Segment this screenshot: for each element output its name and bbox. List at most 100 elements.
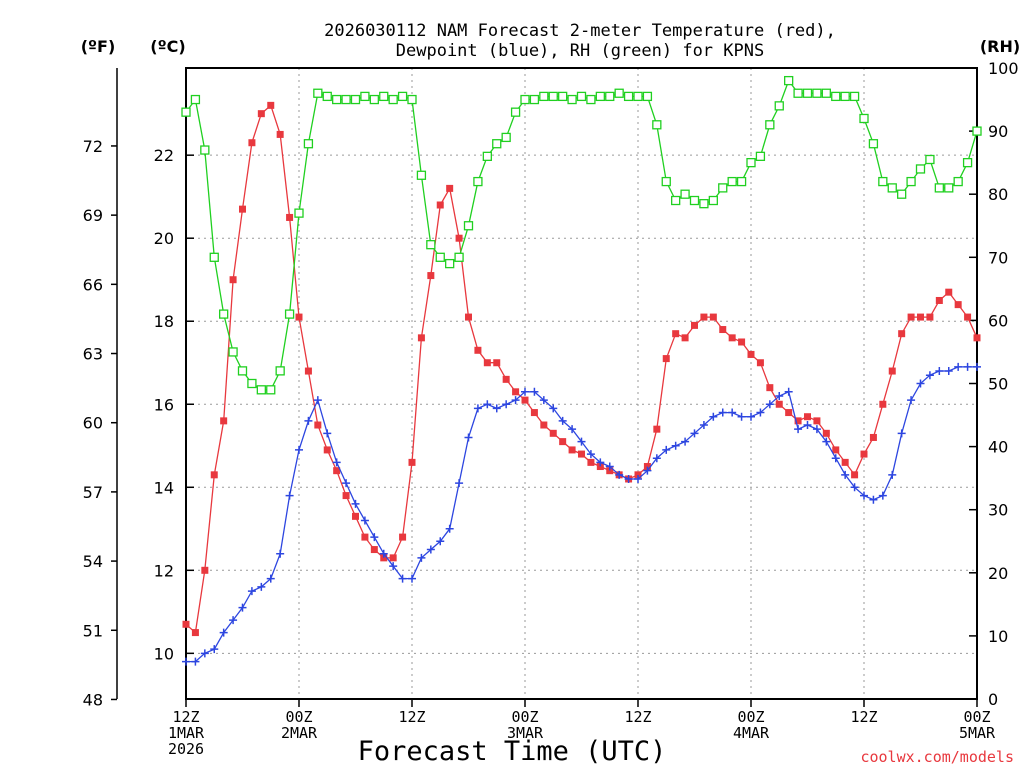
x-tick-label: 12Z bbox=[624, 708, 651, 726]
celsius-tick-label: 12 bbox=[154, 561, 174, 580]
dewpoint-point bbox=[360, 516, 369, 525]
rh-point bbox=[454, 252, 464, 262]
rh-point bbox=[718, 183, 728, 193]
temperature-point bbox=[333, 467, 341, 475]
rh-point bbox=[802, 88, 813, 98]
rh-point bbox=[849, 91, 860, 102]
rh-point bbox=[623, 91, 634, 102]
dewpoint-point bbox=[699, 421, 708, 430]
rh-point bbox=[708, 195, 718, 206]
temperature-point bbox=[643, 463, 651, 471]
x-tick-label: 4MAR bbox=[733, 724, 770, 742]
dewpoint-point bbox=[473, 404, 482, 413]
dewpoint-point bbox=[954, 362, 963, 371]
dewpoint-point bbox=[436, 537, 445, 546]
rh-point bbox=[266, 385, 276, 395]
dewpoint-point bbox=[586, 450, 595, 459]
rh-tick-label: 30 bbox=[988, 501, 1008, 520]
series-temperature bbox=[182, 101, 981, 637]
rh-unit-label: (RH) bbox=[980, 37, 1020, 56]
dewpoint-point bbox=[408, 574, 416, 583]
temperature-point bbox=[973, 334, 981, 342]
dewpoint-point bbox=[747, 412, 755, 421]
fahrenheit-tick-label: 51 bbox=[83, 621, 103, 640]
rh-point bbox=[548, 91, 558, 102]
rh-point bbox=[228, 347, 238, 357]
temperature-point bbox=[709, 313, 717, 321]
temperature-point bbox=[502, 375, 510, 383]
dewpoint-point bbox=[238, 603, 247, 612]
rh-point bbox=[887, 183, 897, 193]
temperature-point bbox=[766, 384, 774, 392]
dewpoint-point bbox=[728, 408, 737, 417]
fahrenheit-unit-label: (ºF) bbox=[81, 37, 116, 56]
temperature-point bbox=[926, 313, 934, 321]
dewpoint-point bbox=[681, 437, 690, 446]
x-tick-label: 1MAR bbox=[168, 724, 205, 742]
celsius-tick-label: 20 bbox=[154, 229, 174, 248]
temperature-point bbox=[568, 446, 576, 454]
dewpoint-point bbox=[907, 396, 916, 405]
dewpoint-point bbox=[634, 474, 642, 483]
temperature-point bbox=[465, 313, 472, 321]
temperature-point bbox=[841, 458, 849, 466]
dewpoint-point bbox=[295, 445, 303, 454]
fahrenheit-tick-label: 69 bbox=[83, 206, 103, 225]
temperature-point bbox=[512, 388, 520, 396]
dewpoint-point bbox=[257, 582, 266, 591]
temperature-point bbox=[399, 533, 407, 541]
temperature-point bbox=[888, 367, 896, 375]
rh-point bbox=[492, 139, 502, 149]
rh-tick-label: 40 bbox=[988, 438, 1008, 457]
fahrenheit-tick-label: 48 bbox=[83, 690, 103, 709]
grid-lines bbox=[186, 68, 977, 699]
temperature-point bbox=[869, 433, 877, 441]
temperature-point bbox=[436, 201, 444, 209]
dewpoint-point bbox=[313, 396, 322, 405]
temperature-point bbox=[907, 313, 915, 321]
temperature-point bbox=[521, 396, 529, 404]
dewpoint-point bbox=[332, 458, 341, 467]
rh-point bbox=[868, 139, 879, 149]
temperature-point bbox=[578, 450, 585, 458]
dewpoint-point bbox=[662, 445, 671, 454]
fahrenheit-tick-label: 63 bbox=[83, 345, 103, 364]
rh-line bbox=[185, 79, 978, 391]
dewpoint-point bbox=[605, 462, 614, 471]
temperature-point bbox=[634, 471, 642, 479]
rh-point bbox=[953, 176, 963, 187]
rh-point bbox=[275, 366, 285, 376]
rh-point bbox=[294, 208, 304, 218]
rh-point bbox=[962, 157, 973, 168]
temperature-point bbox=[945, 288, 953, 296]
temperature-point bbox=[201, 566, 209, 574]
x-tick-label: 12Z bbox=[172, 708, 199, 726]
rh-point bbox=[840, 91, 850, 102]
dewpoint-point bbox=[351, 499, 360, 508]
rh-point bbox=[642, 91, 653, 102]
temperature-point bbox=[220, 417, 228, 425]
temperature-point bbox=[785, 409, 793, 417]
temperature-point bbox=[408, 458, 416, 466]
temperature-point bbox=[323, 446, 331, 454]
temperature-point bbox=[587, 458, 595, 466]
dewpoint-point bbox=[784, 387, 793, 396]
dewpoint-point bbox=[182, 657, 190, 666]
rh-point bbox=[661, 176, 671, 187]
dewpoint-point bbox=[539, 396, 548, 405]
x-tick-label: 00Z bbox=[511, 708, 538, 726]
dewpoint-point bbox=[568, 425, 577, 434]
temperature-point bbox=[879, 400, 887, 408]
rh-point bbox=[567, 94, 577, 105]
temperature-point bbox=[596, 463, 604, 471]
rh-point bbox=[934, 183, 944, 193]
dewpoint-point bbox=[483, 400, 492, 409]
rh-point bbox=[633, 91, 643, 102]
temperature-point bbox=[747, 350, 755, 358]
temperature-point bbox=[389, 554, 397, 562]
rh-point bbox=[219, 309, 229, 319]
rh-point bbox=[859, 113, 869, 124]
dewpoint-point bbox=[247, 587, 256, 596]
